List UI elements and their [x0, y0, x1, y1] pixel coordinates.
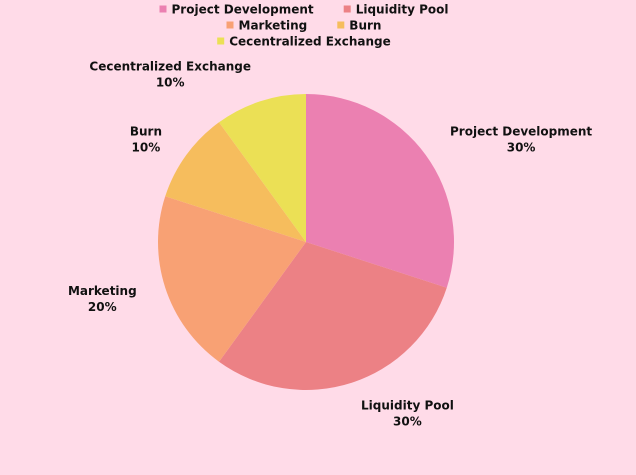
- slice-value-cecentralized-exchange: 10%: [156, 76, 185, 90]
- legend-label-marketing: Marketing: [239, 19, 308, 33]
- legend-label-project-development: Project Development: [172, 3, 314, 17]
- legend-swatch-marketing: [226, 21, 234, 29]
- legend-label-cecentralized-exchange: Cecentralized Exchange: [229, 35, 391, 49]
- legend-label-liquidity-pool: Liquidity Pool: [356, 3, 449, 17]
- legend-swatch-burn: [337, 21, 345, 29]
- legend-item-burn: Burn: [337, 19, 381, 33]
- slice-label-liquidity-pool: Liquidity Pool: [361, 398, 454, 412]
- legend: Project Development Liquidity Pool Marketi…: [159, 3, 449, 49]
- slice-label-cecentralized-exchange: Cecentralized Exchange: [89, 60, 251, 74]
- slice-value-burn: 10%: [132, 140, 161, 154]
- legend-item-marketing: Marketing: [226, 19, 308, 33]
- slice-label-burn: Burn: [130, 124, 162, 138]
- legend-swatch-liquidity-pool: [343, 5, 351, 13]
- slice-label-project-development: Project Development: [450, 124, 592, 138]
- slice-value-liquidity-pool: 30%: [393, 414, 422, 428]
- pie-slice-cecentralized-exchange: [219, 94, 306, 242]
- slice-value-project-development: 30%: [507, 140, 536, 154]
- pie-slice-marketing: [157, 196, 306, 362]
- legend-label-burn: Burn: [349, 19, 381, 33]
- slice-label-marketing: Marketing: [68, 284, 137, 298]
- legend-swatch-project-development: [159, 5, 167, 13]
- pie-slices: [157, 94, 455, 390]
- legend-item-cecentralized-exchange: Cecentralized Exchange: [217, 35, 391, 49]
- slice-value-marketing: 20%: [88, 300, 117, 314]
- pie-slice-burn: [165, 122, 306, 242]
- legend-item-liquidity-pool: Liquidity Pool: [343, 3, 449, 17]
- legend-swatch-cecentralized-exchange: [217, 37, 225, 45]
- slice-labels: Project Development 30% Liquidity Pool 30% M…: [68, 60, 592, 429]
- pie-slice-liquidity-pool: [219, 242, 447, 390]
- pie-slice-project-development: [306, 94, 455, 288]
- legend-item-project-development: Project Development: [159, 3, 314, 17]
